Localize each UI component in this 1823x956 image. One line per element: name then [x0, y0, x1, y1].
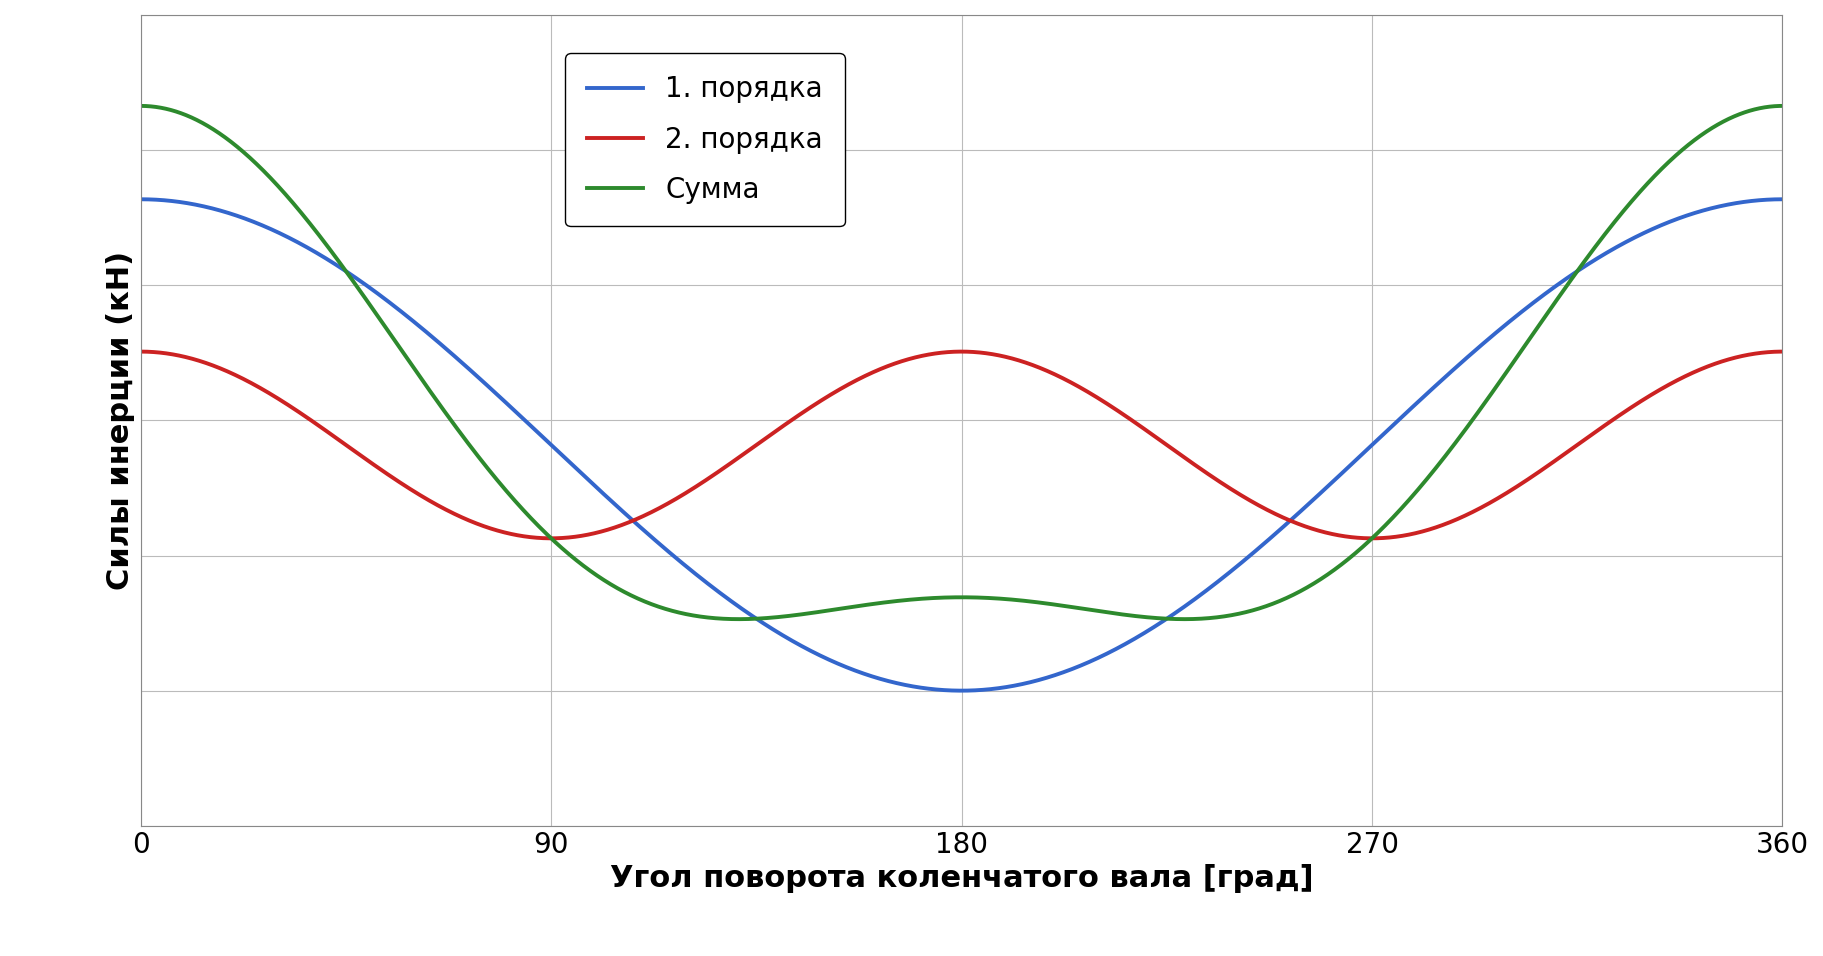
2. порядка [589, 526, 611, 537]
Line: Сумма: Сумма [140, 106, 1781, 619]
2. порядка [1150, 436, 1172, 447]
Сумма [129, 100, 151, 112]
2. порядка [129, 346, 151, 358]
Сумма [1150, 613, 1172, 624]
Сумма [1615, 201, 1637, 212]
Сумма [1770, 100, 1792, 112]
1. порядка [481, 384, 503, 396]
Сумма [481, 468, 503, 480]
2. порядка [540, 532, 561, 544]
1. порядка [950, 684, 972, 696]
1. порядка [1770, 193, 1792, 205]
X-axis label: Угол поворота коленчатого вала [град]: Угол поворота коленчатого вала [град] [609, 864, 1313, 893]
Legend: 1. порядка, 2. порядка, Сумма: 1. порядка, 2. порядка, Сумма [565, 54, 844, 227]
1. порядка [1615, 236, 1637, 248]
2. порядка [1123, 416, 1145, 427]
Сумма [1123, 610, 1145, 621]
1. порядка [129, 193, 151, 205]
2. порядка [1615, 404, 1637, 416]
Сумма [589, 572, 611, 583]
Line: 1. порядка: 1. порядка [140, 199, 1781, 690]
Сумма [727, 614, 749, 625]
Сумма [1770, 100, 1792, 112]
2. порядка [1770, 346, 1792, 358]
Y-axis label: Силы инерции (кН): Силы инерции (кН) [106, 250, 135, 590]
1. порядка [1123, 634, 1145, 645]
Line: 2. порядка: 2. порядка [140, 352, 1781, 538]
1. порядка [1770, 193, 1792, 205]
1. порядка [589, 484, 611, 495]
2. порядка [481, 523, 503, 534]
1. порядка [1150, 616, 1172, 627]
2. порядка [1770, 346, 1792, 358]
